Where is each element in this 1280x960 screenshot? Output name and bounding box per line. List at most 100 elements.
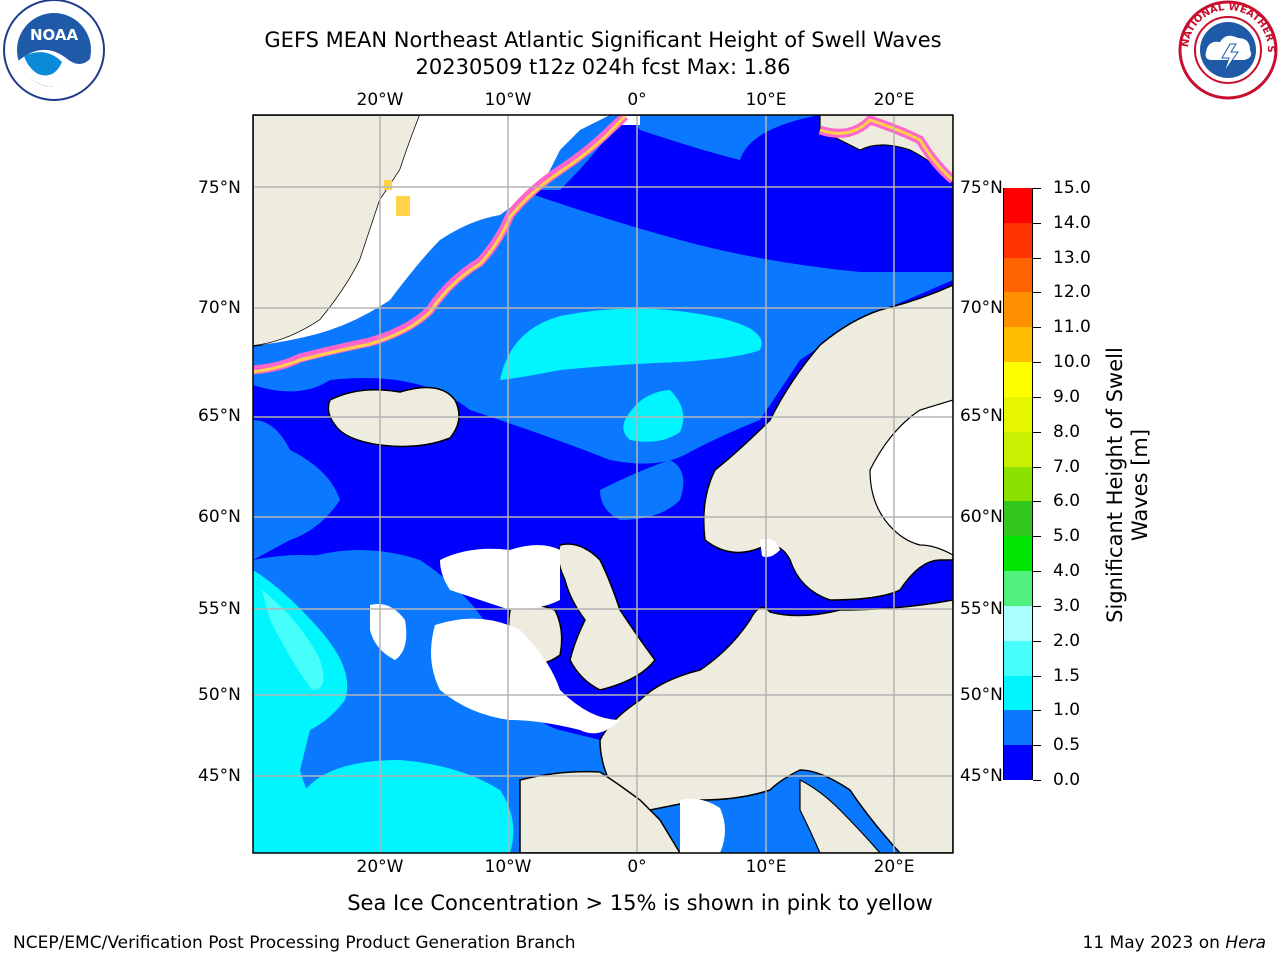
colorbar-segment (1004, 396, 1032, 432)
nws-logo: NATIONAL WEATHER SERVICE (1176, 0, 1278, 100)
lon-tick-label: 10°E (745, 857, 787, 877)
lon-tick-label: 10°W (484, 90, 532, 110)
colorbar-tick (1033, 710, 1041, 712)
colorbar-tick (1033, 362, 1041, 364)
sea-ice-edge (253, 115, 627, 374)
sea-ice-edge (819, 118, 953, 182)
nodata-area (680, 798, 725, 853)
colorbar-tick-label: 10.0 (1053, 352, 1091, 373)
colorbar-segment (1004, 640, 1032, 676)
colorbar-tick (1033, 222, 1041, 224)
footer-date-text: 11 May 2023 on (1082, 933, 1226, 953)
lat-tick-label: 75°N (960, 178, 1003, 198)
colorbar (1003, 188, 1033, 780)
colorbar-tick-label: 1.0 (1053, 700, 1081, 721)
colorbar-segment (1004, 501, 1032, 537)
sea-ice-patch (384, 180, 392, 190)
nodata-area (760, 538, 780, 558)
lat-tick-label: 50°N (960, 685, 1003, 705)
colorbar-title-line2: Waves [m] (1128, 428, 1152, 542)
swell-mid-area (253, 420, 340, 560)
sea-ice-patch (396, 196, 410, 216)
land-iberia (519, 770, 681, 853)
colorbar-segment (1004, 745, 1032, 780)
colorbar-tick (1033, 536, 1041, 538)
lon-tick-label: 20°W (356, 857, 404, 877)
swell-mid-area (600, 460, 684, 520)
chart-title: GEFS MEAN Northeast Atlantic Significant… (264, 28, 942, 52)
colorbar-tick (1033, 396, 1041, 398)
lon-tick-label: 20°W (356, 90, 404, 110)
colorbar-segment (1004, 257, 1032, 293)
lat-tick-label: 50°N (198, 685, 241, 705)
colorbar-title-line1: Significant Height of Swell (1103, 347, 1127, 623)
colorbar-tick (1033, 571, 1041, 573)
colorbar-tick (1033, 188, 1041, 189)
swell-high-area (500, 308, 762, 380)
lat-tick-label: 65°N (198, 406, 241, 426)
colorbar-segment (1004, 327, 1032, 363)
colorbar-tick-label: 15.0 (1053, 178, 1091, 198)
colorbar-title: Significant Height of Swell Waves [m] (1103, 285, 1153, 685)
colorbar-tick-label: 5.0 (1053, 526, 1081, 547)
colorbar-tick (1033, 327, 1041, 329)
colorbar-tick (1033, 292, 1041, 294)
colorbar-segment (1004, 188, 1032, 223)
lat-tick-label: 55°N (198, 599, 241, 619)
colorbar-tick (1033, 640, 1041, 642)
lon-tick-label: 20°E (873, 857, 915, 877)
footer-host: Hera (1225, 933, 1266, 953)
colorbar-segment (1004, 710, 1032, 746)
swell-high-area (623, 390, 684, 442)
colorbar-segment (1004, 536, 1032, 572)
map-frame (252, 114, 954, 854)
lat-tick-label: 75°N (198, 178, 241, 198)
nodata-area (440, 545, 560, 610)
colorbar-tick-label: 14.0 (1053, 212, 1091, 233)
nodata-area (370, 604, 407, 660)
colorbar-tick (1033, 675, 1041, 677)
lat-tick-label: 70°N (960, 298, 1003, 318)
colorbar-segment (1004, 605, 1032, 641)
colorbar-tick-label: 12.0 (1053, 282, 1091, 303)
colorbar-tick-label: 13.0 (1053, 247, 1091, 268)
lon-tick-label: 0° (627, 857, 647, 877)
colorbar-tick-label: 1.5 (1053, 665, 1081, 686)
colorbar-tick-label: 4.0 (1053, 561, 1081, 582)
lon-tick-label: 20°E (873, 90, 915, 110)
colorbar-tick (1033, 431, 1041, 433)
colorbar-tick-label: 9.0 (1053, 386, 1081, 407)
colorbar-tick-label: 2.0 (1053, 630, 1081, 651)
lon-tick-label: 10°W (484, 857, 532, 877)
colorbar-tick-label: 0.0 (1053, 770, 1081, 790)
colorbar-segment (1004, 466, 1032, 502)
colorbar-tick (1033, 605, 1041, 607)
swell-highest-area (262, 590, 324, 690)
colorbar-tick (1033, 466, 1041, 468)
lat-tick-label: 60°N (198, 507, 241, 527)
lat-tick-label: 65°N (960, 406, 1003, 426)
swell-low-area (520, 115, 953, 272)
lat-tick-label: 60°N (960, 507, 1003, 527)
colorbar-tick-label: 6.0 (1053, 491, 1081, 512)
lat-tick-label: 45°N (198, 766, 241, 786)
colorbar-segment (1004, 292, 1032, 328)
colorbar-tick-label: 0.5 (1053, 735, 1081, 756)
sea-ice-caption: Sea Ice Concentration > 15% is shown in … (347, 891, 933, 915)
colorbar-segment (1004, 222, 1032, 258)
graticule (253, 115, 953, 853)
nodata-area (431, 618, 620, 734)
colorbar-tick-label: 8.0 (1053, 421, 1081, 442)
lat-tick-label: 45°N (960, 766, 1003, 786)
colorbar-segment (1004, 571, 1032, 606)
colorbar-tick-label: 11.0 (1053, 317, 1091, 338)
colorbar-tick (1033, 745, 1041, 747)
svg-text:NOAA: NOAA (30, 26, 79, 44)
noaa-logo: NOAA (3, 0, 105, 101)
swell-high-area (305, 760, 514, 853)
land-italy (799, 779, 881, 853)
lat-tick-label: 70°N (198, 298, 241, 318)
lon-tick-label: 10°E (745, 90, 787, 110)
nodata-area (253, 115, 610, 346)
